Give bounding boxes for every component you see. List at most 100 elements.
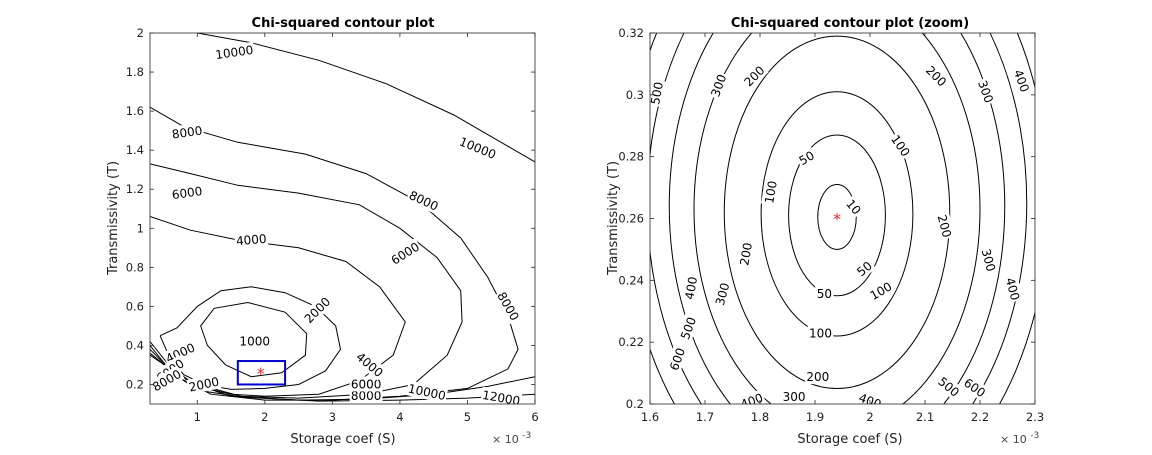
contour-chart-full: Chi-squared contour plot 10000 10000 8000 8… [106,16,539,447]
contour-label-bg [815,286,834,302]
contour-label-text: 400 [682,276,700,301]
contour-label-bg [794,146,819,169]
contour-label: 6000 [349,376,383,392]
contour-label: 500 [648,79,667,108]
contour-label: 6000 [169,182,205,203]
contour-label: 600 [665,344,689,374]
x-exponent-base: × 10 [492,433,519,446]
contour-label-text: 300 [975,79,996,105]
y-tick-label: 0.4 [126,338,144,352]
contour-label-bg [852,256,877,281]
contour-label-bg [162,339,199,367]
contour-label-text: 8000 [351,389,382,403]
contour-label: 300 [978,245,1000,275]
contour-label-bg [921,61,951,91]
contour-label: 500 [934,372,964,401]
contour-label-text: 8000 [494,290,521,323]
contour-label: 400 [1010,66,1034,96]
y-tick-label: 2 [137,26,144,40]
contour-label: 2000 [186,373,222,395]
y-tick-label: 1.8 [126,65,144,79]
contour-label-text: 10 [843,197,864,218]
contour-label-text: 100 [762,180,780,205]
zoom-region-box [236,360,287,386]
contour-label-bg [706,70,730,101]
contour-label-bg [186,373,222,395]
contour-label: 100 [807,325,834,341]
contour-label-bg [974,76,998,107]
contour-label: 8000 [349,388,383,404]
contour-label: 10000 [213,41,256,63]
contour-label: 400 [1002,274,1024,304]
x-axis-label: Storage coef (S) [290,432,395,447]
y-axis-label: Transmissivity (T) [106,161,121,276]
contour-label-bg [865,277,896,304]
contour-label-bg [405,380,449,404]
contour-line-50 [788,134,886,297]
contour-label-text: 500 [648,81,666,106]
x-tick-label: 2.1 [916,410,934,424]
chart-title: Chi-squared contour plot (zoom) [731,16,969,31]
contour-label-bg [681,274,701,302]
contour-label: 50 [815,286,834,302]
contour-label: 10 [842,194,866,219]
contour-label-text: 10000 [457,135,498,162]
contour-label-bg [352,348,388,381]
contour-label-text: 500 [678,315,699,341]
contour-label: 400 [737,389,767,412]
contour-label-bg [650,79,667,108]
contour-label-bg [300,293,335,327]
contour-label: 2000 [300,293,335,327]
contour-line-200 [723,35,951,390]
x-tick-label: 5 [464,410,471,424]
contour-label-bg [1002,274,1024,304]
contour-label-text: 200 [923,63,949,89]
contour-label-text: 50 [854,259,875,280]
contour-line-100 [760,91,914,337]
contour-label-text: 6000 [389,240,422,268]
contour-label-bg [349,376,383,392]
best-fit-marker: * [257,364,265,383]
x-tick-label: 1.8 [751,410,769,424]
contour-label-bg [781,389,807,404]
contour-label-bg [238,333,272,349]
contour-line-1000 [200,301,308,378]
contour-label-bg [736,240,756,268]
x-tick-label: 2.2 [971,410,989,424]
contour-label-text: 400 [739,391,765,412]
contour-label: 6000 [387,238,423,269]
contour-label-bg [1010,66,1034,96]
contour-label-text: 200 [741,63,767,89]
contour-label-text: 400 [1003,276,1022,302]
contour-label-text: 10000 [215,43,255,62]
contour-label-bg [169,122,205,142]
contour-label-bg [387,238,423,269]
x-tick-label: 1.7 [696,410,714,424]
contour-label-bg [959,374,990,401]
y-tick-label: 0.3 [626,88,644,102]
contour-label-bg [711,279,733,309]
contour-label-bg [934,372,964,401]
x-tick-label: 2.3 [1026,410,1044,424]
y-tick-label: 0.32 [618,26,644,40]
contour-label-bg [887,130,915,161]
contour-label-text: 400 [1011,68,1032,94]
y-tick-label: 1 [137,221,144,235]
contour-label: 600 [959,374,990,401]
contour-label-text: 12000 [481,388,521,408]
contour-label: 200 [736,240,756,268]
contour-line-400 [668,33,1006,404]
x-tick-label: 6 [531,410,538,424]
contour-label-bg [213,41,256,63]
contour-label: 200 [739,61,769,91]
contour-label: 500 [676,313,700,343]
contour-chart-zoom: Chi-squared contour plot (zoom) 10 50 50 50… [606,16,1044,447]
x-tick-label: 2 [866,410,873,424]
contour-label-text: 300 [783,390,806,404]
best-fit-marker: * [833,210,841,229]
contour-label-text: 8000 [171,124,203,142]
contour-label-text: 300 [708,72,729,98]
y-tick-label: 0.2 [626,397,644,411]
